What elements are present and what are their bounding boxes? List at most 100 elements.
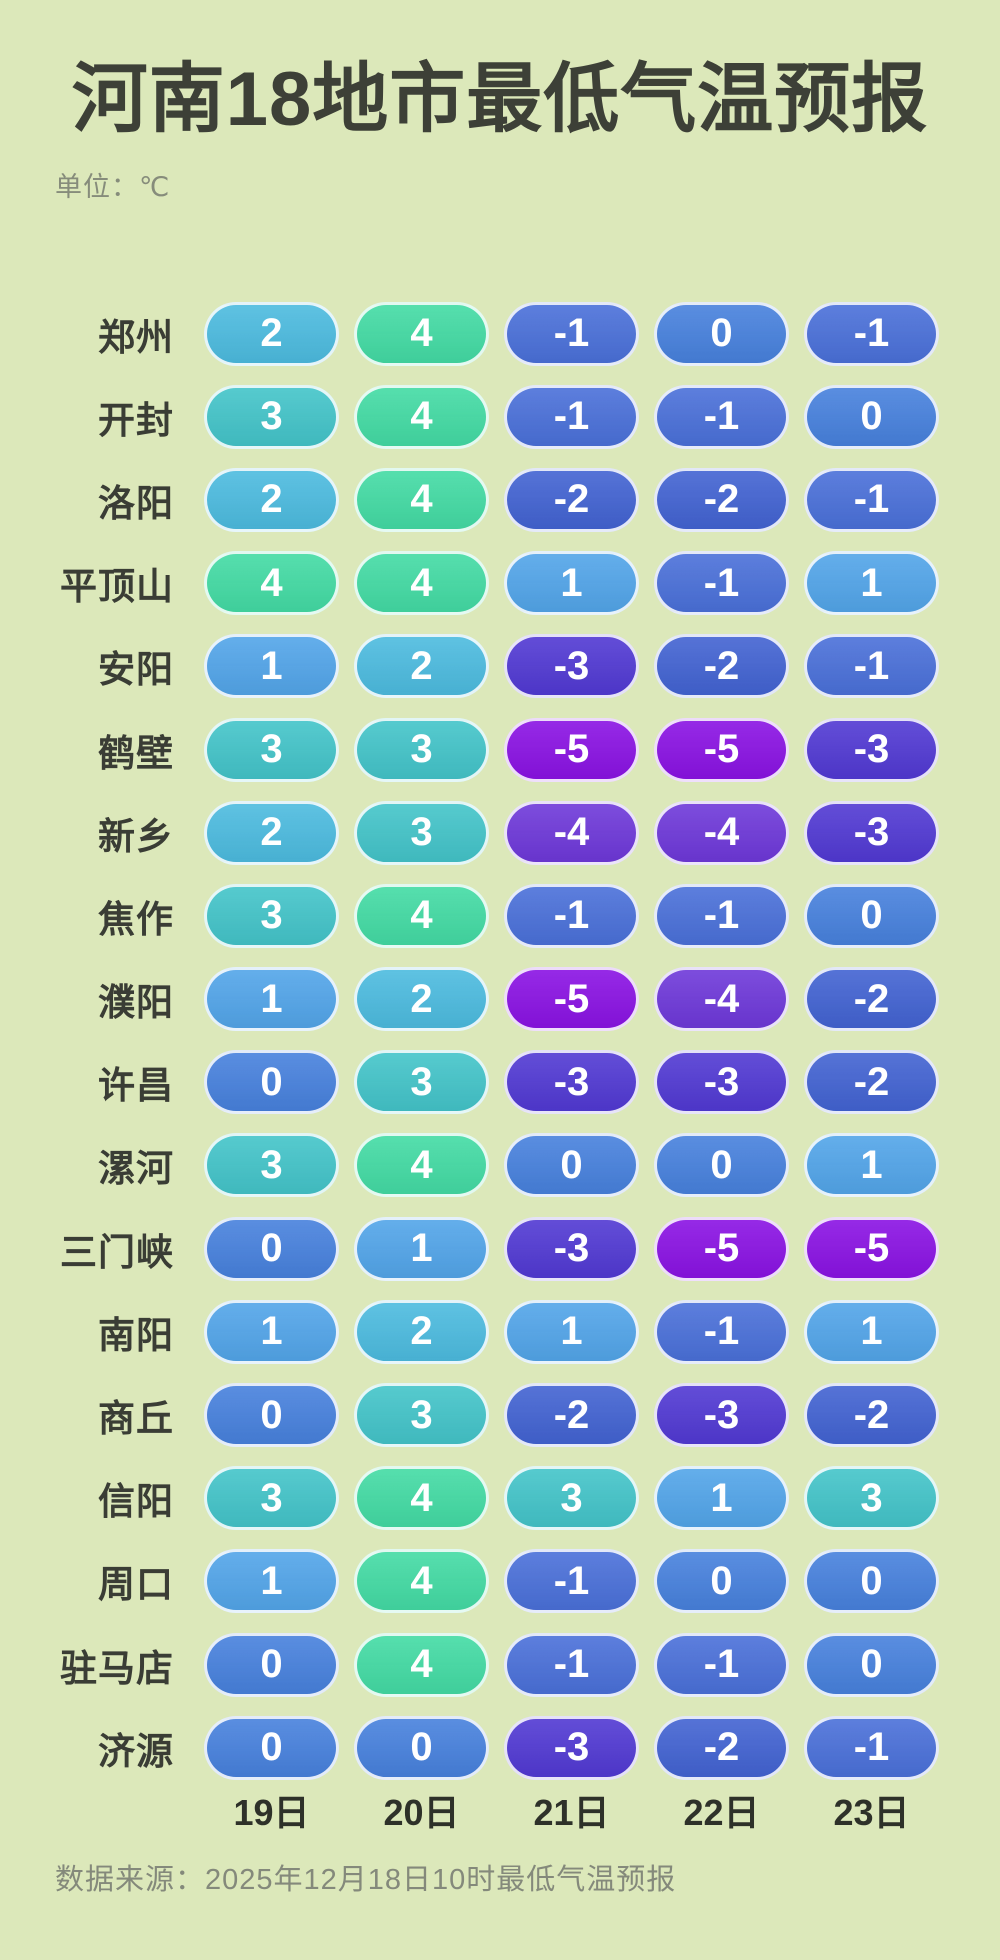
temp-pill: -1 bbox=[504, 1632, 639, 1697]
city-label: 郑州 bbox=[98, 316, 174, 358]
pill-group: 2 4 -1 0 -1 bbox=[204, 301, 939, 366]
temp-pill: 4 bbox=[354, 551, 489, 616]
pill-group: 1 4 -1 0 0 bbox=[204, 1549, 939, 1614]
temp-pill: 4 bbox=[354, 1632, 489, 1697]
temp-pill: 0 bbox=[654, 301, 789, 366]
temp-pill: -3 bbox=[504, 1216, 639, 1281]
temp-pill: 3 bbox=[354, 1383, 489, 1448]
pill-group: 3 4 -1 -1 0 bbox=[204, 883, 939, 948]
temp-pill: -1 bbox=[804, 634, 939, 699]
table-row: 洛阳 2 4 -2 -2 -1 bbox=[0, 458, 1000, 541]
temp-pill: 2 bbox=[354, 634, 489, 699]
city-label: 济源 bbox=[98, 1730, 174, 1772]
temp-pill: 0 bbox=[654, 1133, 789, 1198]
temp-pill: 2 bbox=[354, 967, 489, 1032]
temp-pill: 3 bbox=[204, 384, 339, 449]
table-row: 济源 0 0 -3 -2 -1 bbox=[0, 1706, 1000, 1789]
temp-pill: 1 bbox=[804, 551, 939, 616]
table-row: 许昌 0 3 -3 -3 -2 bbox=[0, 1041, 1000, 1124]
temp-pill: 0 bbox=[504, 1133, 639, 1198]
temp-pill: 1 bbox=[804, 1133, 939, 1198]
pill-group: 4 4 1 -1 1 bbox=[204, 551, 939, 616]
temp-pill: 1 bbox=[204, 634, 339, 699]
temp-pill: -2 bbox=[654, 1715, 789, 1780]
temp-pill: -3 bbox=[504, 634, 639, 699]
pill-group: 0 0 -3 -2 -1 bbox=[204, 1715, 939, 1780]
temp-pill: 0 bbox=[204, 1050, 339, 1115]
date-label: 23日 bbox=[833, 1792, 910, 1833]
pill-group: 0 4 -1 -1 0 bbox=[204, 1632, 939, 1697]
table-row: 新乡 2 3 -4 -4 -3 bbox=[0, 791, 1000, 874]
table-row: 信阳 3 4 3 1 3 bbox=[0, 1457, 1000, 1540]
table-row: 濮阳 1 2 -5 -4 -2 bbox=[0, 958, 1000, 1041]
table-row: 周口 1 4 -1 0 0 bbox=[0, 1540, 1000, 1623]
temp-pill: 0 bbox=[804, 384, 939, 449]
temp-pill: -3 bbox=[804, 717, 939, 782]
pill-group: 3 4 -1 -1 0 bbox=[204, 384, 939, 449]
table-row: 商丘 0 3 -2 -3 -2 bbox=[0, 1373, 1000, 1456]
date-header-row: 19日 20日 21日 22日 23日 bbox=[0, 1786, 1000, 1834]
temp-pill: 2 bbox=[204, 301, 339, 366]
temp-pill: -5 bbox=[654, 717, 789, 782]
temp-pill: 4 bbox=[354, 883, 489, 948]
temp-pill: 4 bbox=[204, 551, 339, 616]
city-label: 平顶山 bbox=[60, 566, 174, 608]
temp-pill: -2 bbox=[804, 967, 939, 1032]
temp-pill: -1 bbox=[504, 384, 639, 449]
temp-pill: 1 bbox=[504, 1299, 639, 1364]
temp-pill: 0 bbox=[354, 1715, 489, 1780]
city-label: 开封 bbox=[98, 399, 174, 441]
temp-pill: -3 bbox=[804, 800, 939, 865]
table-row: 三门峡 0 1 -3 -5 -5 bbox=[0, 1207, 1000, 1290]
city-label: 商丘 bbox=[98, 1398, 174, 1440]
table-row: 焦作 3 4 -1 -1 0 bbox=[0, 874, 1000, 957]
pill-group: 0 1 -3 -5 -5 bbox=[204, 1216, 939, 1281]
city-label: 洛阳 bbox=[98, 482, 174, 524]
table-row: 驻马店 0 4 -1 -1 0 bbox=[0, 1623, 1000, 1706]
pill-group: 0 3 -2 -3 -2 bbox=[204, 1383, 939, 1448]
temp-pill: -3 bbox=[504, 1715, 639, 1780]
temp-pill: 0 bbox=[804, 883, 939, 948]
table-row: 郑州 2 4 -1 0 -1 bbox=[0, 292, 1000, 375]
temp-pill: 4 bbox=[354, 1133, 489, 1198]
temp-pill: 3 bbox=[354, 1050, 489, 1115]
city-label: 安阳 bbox=[98, 649, 174, 691]
city-label: 三门峡 bbox=[60, 1231, 174, 1273]
city-label: 南阳 bbox=[98, 1314, 174, 1356]
temp-pill: -5 bbox=[804, 1216, 939, 1281]
date-label: 19日 bbox=[233, 1792, 310, 1833]
temp-pill: 0 bbox=[204, 1715, 339, 1780]
table-row: 鹤壁 3 3 -5 -5 -3 bbox=[0, 708, 1000, 791]
temp-pill: -2 bbox=[654, 467, 789, 532]
temp-pill: 1 bbox=[204, 1549, 339, 1614]
table-row: 平顶山 4 4 1 -1 1 bbox=[0, 542, 1000, 625]
temp-pill: -5 bbox=[504, 967, 639, 1032]
temp-pill: -4 bbox=[504, 800, 639, 865]
temp-pill: -1 bbox=[654, 883, 789, 948]
temp-pill: -3 bbox=[504, 1050, 639, 1115]
temp-pill: 4 bbox=[354, 1549, 489, 1614]
temp-pill: -3 bbox=[654, 1383, 789, 1448]
pill-group: 2 4 -2 -2 -1 bbox=[204, 467, 939, 532]
pill-group: 0 3 -3 -3 -2 bbox=[204, 1050, 939, 1115]
date-label: 21日 bbox=[533, 1792, 610, 1833]
city-label: 许昌 bbox=[98, 1065, 174, 1107]
temp-pill: 1 bbox=[804, 1299, 939, 1364]
temp-pill: 1 bbox=[654, 1466, 789, 1531]
temp-pill: 3 bbox=[804, 1466, 939, 1531]
temp-pill: -1 bbox=[654, 1299, 789, 1364]
temp-pill: -4 bbox=[654, 800, 789, 865]
temp-pill: 3 bbox=[354, 717, 489, 782]
temp-pill: 4 bbox=[354, 467, 489, 532]
table-row: 漯河 3 4 0 0 1 bbox=[0, 1124, 1000, 1207]
city-label: 周口 bbox=[98, 1564, 174, 1606]
temp-pill: -1 bbox=[804, 301, 939, 366]
temp-pill: -2 bbox=[804, 1050, 939, 1115]
temp-pill: 0 bbox=[804, 1632, 939, 1697]
temp-pill: 0 bbox=[204, 1632, 339, 1697]
temp-pill: -1 bbox=[654, 384, 789, 449]
temp-pill: 3 bbox=[204, 717, 339, 782]
city-label: 濮阳 bbox=[98, 982, 174, 1024]
